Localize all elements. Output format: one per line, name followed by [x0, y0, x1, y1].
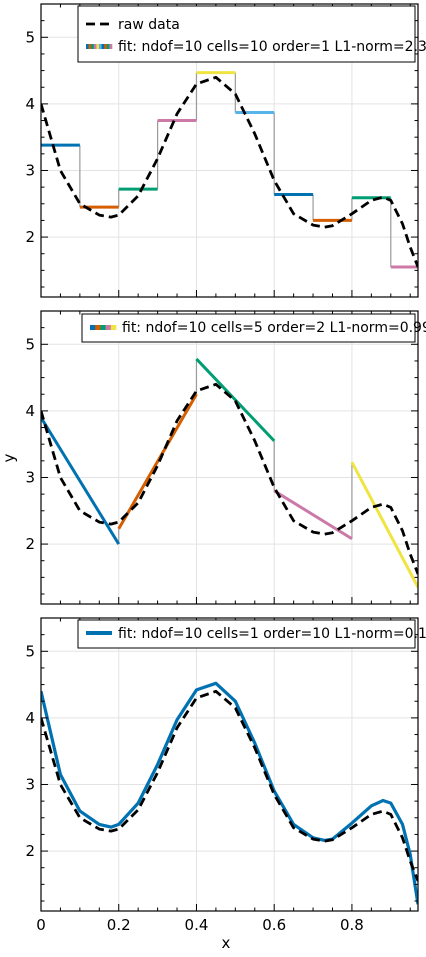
x-tick-label: 0.4 — [185, 916, 209, 934]
legend-swatch-stripe — [86, 44, 89, 49]
y-tick-label: 3 — [25, 468, 35, 486]
legend-swatch-stripe — [93, 44, 97, 49]
fit-cell-1 — [41, 416, 121, 545]
legend-label: raw data — [118, 17, 180, 33]
y-tick-label: 3 — [25, 161, 35, 179]
legend-label: fit: ndof=10 cells=1 order=10 L1-norm=0.… — [118, 626, 426, 642]
legend-frame — [77, 5, 416, 63]
y-tick-label: 5 — [25, 642, 35, 660]
legend-label: fit: ndof=10 cells=10 order=1 L1-norm=2.… — [118, 39, 426, 55]
y-tick-label: 4 — [25, 709, 35, 727]
legend-swatch-stripe — [88, 44, 92, 49]
y-tick-label: 2 — [25, 842, 35, 860]
y-axis-label: y — [0, 453, 18, 462]
legend-swatch-stripe — [99, 44, 102, 49]
x-tick-label: 0.2 — [107, 916, 131, 934]
panel-bottom: 2 3 4 5 0 0.2 0.4 0.6 0.8 fit: ndof=10 cells=1 or… — [25, 617, 426, 934]
legend: fit: ndof=10 cells=5 order=2 L1-norm=0.9… — [81, 313, 426, 343]
axes-frame — [40, 617, 419, 912]
x-tick-label: 0.8 — [340, 916, 364, 934]
legend-swatch-stripe — [95, 325, 101, 330]
raw-data-line — [41, 689, 418, 882]
legend-swatch-stripe — [106, 44, 110, 49]
y-tick-label: 4 — [25, 95, 35, 113]
y-tick-label: 2 — [25, 228, 35, 246]
plot-area — [41, 681, 418, 905]
fit-cell-5 — [350, 461, 418, 589]
fit-cell-3 — [195, 357, 276, 442]
y-tick-label: 2 — [25, 535, 35, 553]
legend-label: fit: ndof=10 cells=5 order=2 L1-norm=0.9… — [122, 320, 426, 336]
legend-swatch-stripe — [109, 44, 113, 49]
legend-swatch-stripe — [90, 325, 96, 330]
legend-swatch-stripe — [101, 44, 105, 49]
fit-cell-2 — [117, 393, 198, 530]
legend-swatch-stripe — [110, 325, 117, 330]
legend-swatch-stripe — [104, 44, 108, 49]
legend-swatch-stripe — [100, 325, 106, 330]
legend-swatch-stripe — [105, 325, 112, 330]
y-tick-label: 4 — [25, 402, 35, 420]
legend-swatch-stripe — [91, 44, 95, 49]
axes-frame — [40, 310, 419, 605]
raw-data-line — [41, 75, 418, 268]
raw-data-line — [41, 382, 418, 575]
y-tick-label: 5 — [25, 28, 35, 46]
legend-frame — [81, 313, 416, 343]
axes-frame — [40, 3, 419, 298]
y-tick-label: 5 — [25, 335, 35, 353]
y-tick-label: 3 — [25, 775, 35, 793]
plot-area — [41, 357, 418, 589]
plot-area — [41, 71, 418, 269]
fit-cell-4 — [273, 489, 353, 541]
fit-line — [41, 681, 418, 905]
legend-swatch-stripe — [96, 44, 100, 49]
legend: fit: ndof=10 cells=1 order=10 L1-norm=0.… — [77, 619, 426, 649]
x-tick-label: 0.6 — [262, 916, 286, 934]
panel-top: 2 3 4 5 raw data fit: ndof=10 cells=10 order=… — [25, 3, 426, 298]
legend: raw data fit: ndof=10 cells=10 order=1 L1… — [77, 5, 426, 63]
x-tick-label: 0 — [36, 916, 46, 934]
x-axis-label: x — [222, 934, 231, 952]
legend-frame — [77, 619, 416, 649]
panel-middle: 2 3 4 5 fit: ndof=10 cells=5 order=2 L1-norm… — [25, 310, 426, 605]
